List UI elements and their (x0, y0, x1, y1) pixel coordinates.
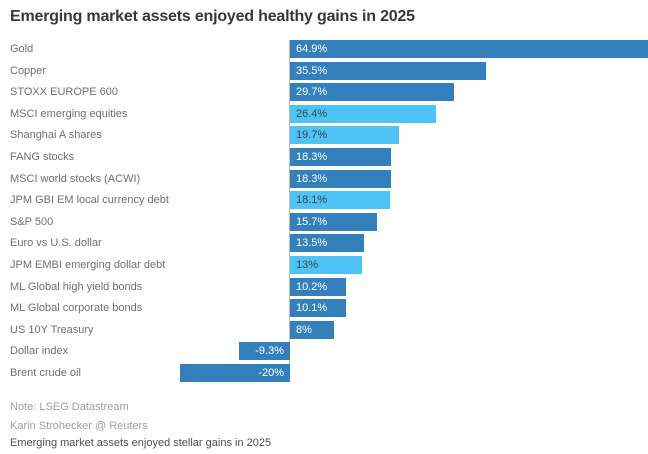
bar: 18.3% (290, 148, 391, 166)
bar-row: US 10Y Treasury 8% (0, 321, 648, 339)
bar-row: S&P 500 15.7% (0, 213, 648, 231)
byline: Karin Strohecker @ Reuters (10, 420, 148, 432)
bar: 15.7% (290, 213, 377, 231)
bar-row: FANG stocks 18.3% (0, 148, 648, 166)
value-label: 18.3% (296, 151, 328, 163)
bar-row: MSCI emerging equities 26.4% (0, 105, 648, 123)
chart-title: Emerging market assets enjoyed healthy g… (10, 8, 415, 25)
baseline-axis (289, 40, 290, 382)
category-label: MSCI world stocks (ACWI) (10, 173, 141, 185)
category-label: STOXX EUROPE 600 (10, 86, 119, 98)
category-label: S&P 500 (10, 216, 54, 228)
category-label: FANG stocks (10, 151, 75, 163)
value-label: 19.7% (296, 129, 328, 141)
value-label: 10.2% (296, 281, 328, 293)
category-label: Gold (10, 43, 34, 55)
bar-row: JPM GBI EM local currency debt 18.1% (0, 191, 648, 209)
category-label: JPM GBI EM local currency debt (10, 194, 169, 206)
bar: 8% (290, 321, 334, 339)
category-label: Dollar index (10, 345, 69, 357)
value-label: 29.7% (296, 86, 328, 98)
value-label: 35.5% (296, 65, 328, 77)
value-label: 18.1% (296, 194, 328, 206)
bar: 64.9% (290, 40, 648, 58)
value-label: 26.4% (296, 108, 328, 120)
category-label: MSCI emerging equities (10, 108, 128, 120)
bar-row: ML Global high yield bonds 10.2% (0, 278, 648, 296)
value-label: -9.3% (255, 345, 284, 357)
bar: 29.7% (290, 83, 454, 101)
category-label: Shanghai A shares (10, 129, 102, 141)
bar: 10.2% (290, 278, 346, 296)
category-label: ML Global high yield bonds (10, 281, 143, 293)
source-note: Note: LSEG Datastream (10, 401, 129, 413)
bar: -9.3% (239, 342, 290, 360)
bar-row: Copper 35.5% (0, 62, 648, 80)
value-label: 8% (296, 324, 312, 336)
category-label: Brent crude oil (10, 367, 81, 379)
bar-row: Dollar index -9.3% (0, 342, 648, 360)
bar-row: ML Global corporate bonds 10.1% (0, 299, 648, 317)
value-label: 64.9% (296, 43, 328, 55)
bar: 19.7% (290, 126, 399, 144)
bar-row: Gold 64.9% (0, 40, 648, 58)
value-label: 18.3% (296, 173, 328, 185)
bar: 35.5% (290, 62, 486, 80)
bar: 18.3% (290, 170, 391, 188)
bar: 13% (290, 256, 362, 274)
bar-row: Shanghai A shares 19.7% (0, 126, 648, 144)
bar: 26.4% (290, 105, 436, 123)
bar-chart: Gold 64.9% Copper 35.5% STOXX EUROPE 600 29.7… (0, 40, 648, 385)
value-label: 13.5% (296, 237, 328, 249)
bar-row: MSCI world stocks (ACWI) 18.3% (0, 170, 648, 188)
bar-row: Euro vs U.S. dollar 13.5% (0, 234, 648, 252)
value-label: -20% (258, 367, 284, 379)
value-label: 15.7% (296, 216, 328, 228)
bar: 13.5% (290, 234, 364, 252)
bar-row: JPM EMBI emerging dollar debt 13% (0, 256, 648, 274)
category-label: US 10Y Treasury (10, 324, 94, 336)
bar-row: STOXX EUROPE 600 29.7% (0, 83, 648, 101)
bar-row: Brent crude oil -20% (0, 364, 648, 382)
category-label: ML Global corporate bonds (10, 302, 143, 314)
bar: -20% (180, 364, 290, 382)
bar: 10.1% (290, 299, 346, 317)
value-label: 10.1% (296, 302, 328, 314)
caption: Emerging market assets enjoyed stellar g… (10, 437, 272, 449)
value-label: 13% (296, 259, 319, 271)
category-label: Euro vs U.S. dollar (10, 237, 102, 249)
bar: 18.1% (290, 191, 390, 209)
category-label: Copper (10, 65, 47, 77)
category-label: JPM EMBI emerging dollar debt (10, 259, 166, 271)
